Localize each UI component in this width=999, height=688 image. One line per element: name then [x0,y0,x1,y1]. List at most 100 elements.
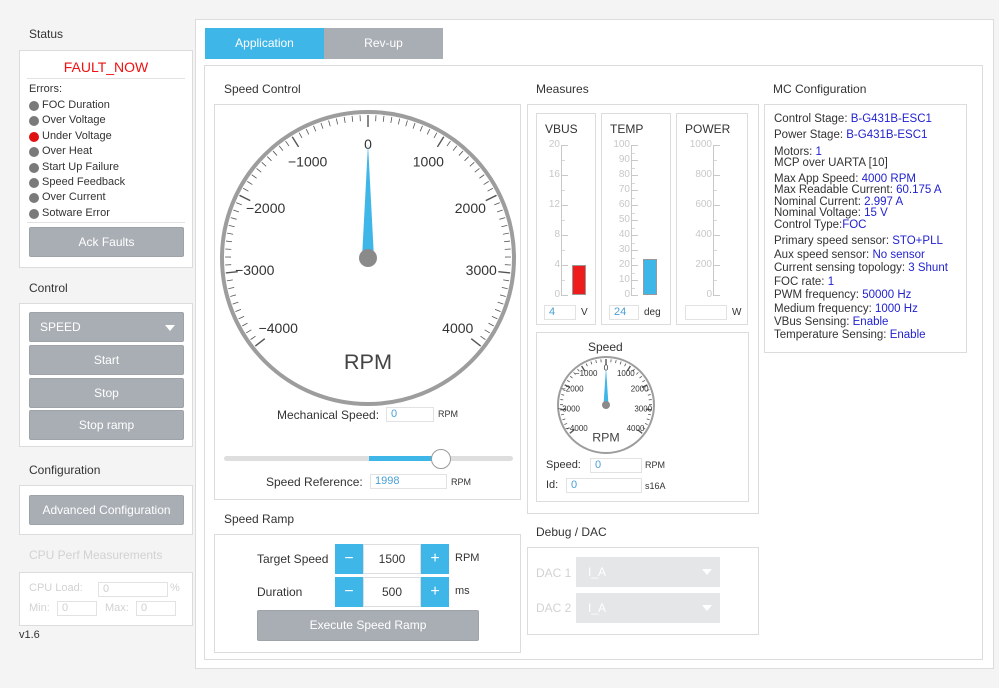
vbus-tick-label: 8 [554,229,560,240]
vbus-sensing-value: Enable [852,316,889,328]
temp-tick-label: 40 [618,229,630,240]
stop-ramp-button[interactable]: Stop ramp [29,410,184,440]
speed-gauge-tick [228,224,235,228]
id-field: 0 [566,478,642,493]
temp-tick [631,295,638,296]
dac2-label: DAC 2 [536,601,572,615]
status-divider [27,78,185,79]
start-button[interactable]: Start [29,345,184,375]
control-stage-row: Control Stage: B-G431B-ESC1 [774,113,932,126]
speed-gauge-tick [458,150,464,156]
speed-gauge-tick [236,202,242,206]
power-tick-label: 400 [695,229,712,240]
mini-speed-label: Speed: [546,459,581,471]
error-led-icon [29,193,39,204]
mini-gauge-tick-label: −4000 [565,424,588,433]
slider-handle[interactable] [430,449,451,469]
mini-gauge-tick-label: 1000 [617,369,635,378]
vbus-tick-label: 12 [548,199,560,210]
temp-minor-tick [631,272,635,274]
temp-tick-label: 80 [618,169,630,180]
speed-gauge-tick [426,128,431,135]
temp-minor-tick [631,287,635,289]
vbus-minor-tick [561,190,565,191]
dac2-select-value: I_A [588,601,607,615]
target-speed-decrement-button[interactable]: − [335,544,363,574]
temp-minor-tick [631,197,635,199]
ack-faults-button[interactable]: Ack Faults [29,227,184,257]
nominal-voltage-value: 15 V [864,207,888,219]
power-stage-value: B-G431B-ESC1 [846,129,928,141]
power-tick [713,205,720,206]
control-type-label: Control Type: [774,219,843,231]
cpu-perf-panel: CPU Load: 0 % Min: 0 Max: 0 [19,572,193,626]
dac2-select[interactable]: I_A [576,593,720,623]
duration-decrement-button[interactable]: − [335,577,363,607]
speed-gauge-tick [470,338,482,347]
error-label: Sotware Error [42,206,110,219]
speed-gauge-tick [230,217,237,220]
motors-row: Motors: 1 [774,146,822,159]
speed-reference-label: Speed Reference: [266,475,363,489]
mini-gauge-tick [642,380,646,383]
mechanical-speed-field: 0 [386,407,434,422]
error-led-icon [29,208,39,219]
temp-minor-tick [631,212,635,214]
speed-gauge-tick [272,150,278,156]
nominal-voltage-label: Nominal Voltage: [774,207,861,219]
speed-gauge-tick [483,181,489,185]
mode-select[interactable]: SPEED [29,312,184,342]
execute-speed-ramp-button[interactable]: Execute Speed Ramp [257,610,479,641]
speed-reference-slider[interactable] [224,449,513,469]
power-tick-label: 200 [695,259,712,270]
speed-reference-field[interactable]: 1998 [370,474,447,489]
speed-gauge-tick [433,132,438,139]
temp-tick [631,175,638,176]
duration-input[interactable]: 500 [363,577,421,607]
power-minor-tick [713,220,717,221]
temp-minor-tick [631,242,635,244]
mechanical-speed-label: Mechanical Speed: [277,408,380,422]
temp-tick-label: 10 [618,274,630,285]
error-led-icon [29,162,39,173]
max-app-speed-label: Max App Speed: [774,173,859,185]
tab-application[interactable]: Application [205,28,324,59]
mc-configuration-title: MC Configuration [773,82,867,96]
nominal-voltage-row: Nominal Voltage: 15 V [774,207,888,220]
speed-gauge-tick-label: −4000 [259,320,299,336]
speed-gauge-tick [479,174,485,179]
temp-axis [631,145,632,295]
mini-speed-field: 0 [590,458,642,473]
target-speed-increment-button[interactable]: + [421,544,449,574]
vbus-sensing-label: VBus Sensing: [774,316,850,328]
control-type-value: FOC [842,219,867,231]
speed-ramp-panel: Target Speed − 1500 + RPM Duration − 500… [214,534,521,653]
speed-gauge-needle [362,144,374,258]
temp-level-bar [643,259,657,295]
stop-button[interactable]: Stop [29,378,184,408]
mini-gauge-tick [646,418,650,421]
speed-reference-unit: RPM [451,477,471,487]
temp-minor-tick [631,167,635,169]
mini-gauge-tick [639,375,643,379]
tab-rev-up[interactable]: Rev-up [324,28,443,59]
speed-gauge-tick-label: −1000 [288,153,328,169]
vbus-tick [561,265,568,266]
dac1-select[interactable]: I_A [576,557,720,587]
duration-increment-button[interactable]: + [421,577,449,607]
debug-dac-title: Debug / DAC [536,525,607,539]
advanced-configuration-button[interactable]: Advanced Configuration [29,495,184,525]
temp-panel [601,113,671,325]
target-speed-input[interactable]: 1500 [363,544,421,574]
motors-value: 1 [815,146,822,158]
max-app-speed-row: Max App Speed: 4000 RPM [774,173,916,186]
error-label: Over Current [42,191,106,204]
temp-title: TEMP [610,122,644,136]
speed-gauge-tick [498,270,511,274]
duration-label: Duration [257,585,303,599]
speed-gauge-tick [230,294,237,297]
medium-frequency-value: 1000 Hz [875,303,918,315]
mini-gauge-tick-label: −1000 [575,369,598,378]
power-tick [713,175,720,176]
speed-gauge-tick [480,335,486,340]
